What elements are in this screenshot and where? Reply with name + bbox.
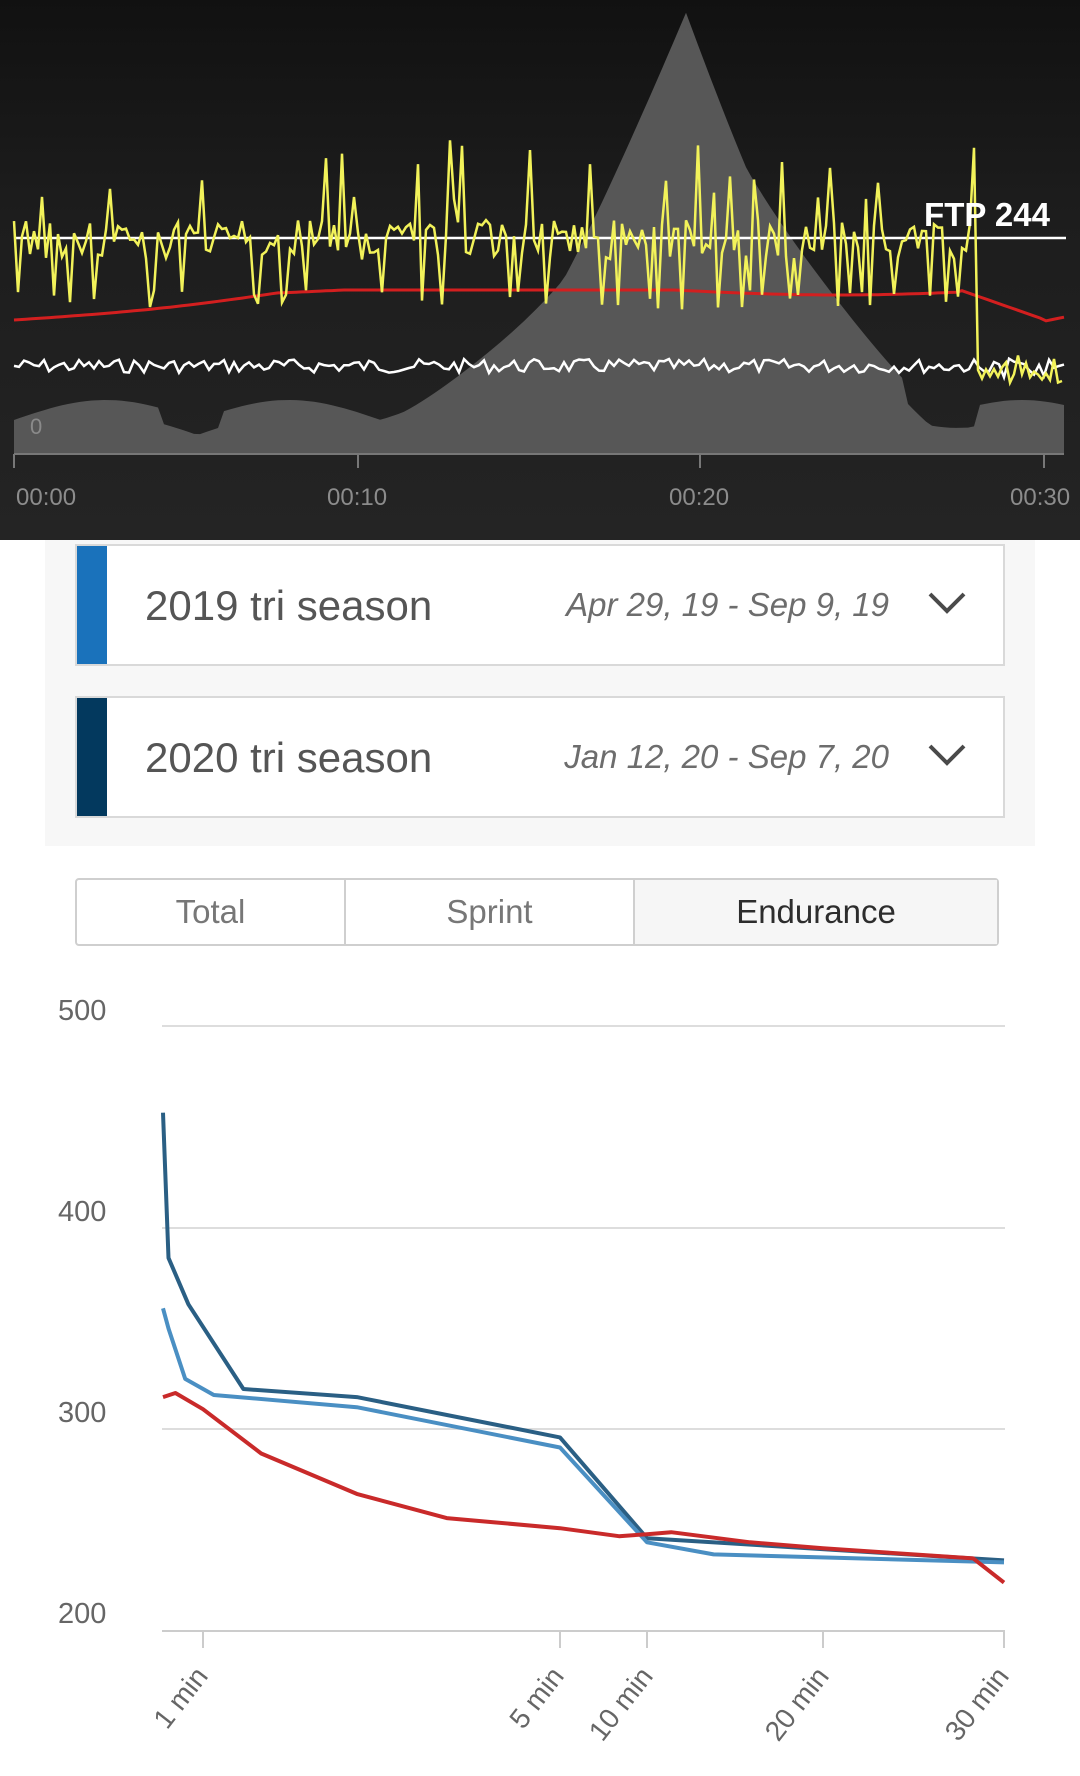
y-tick-label: 400	[58, 1196, 107, 1228]
x-tick-marks	[202, 1631, 1005, 1648]
elevation-area	[14, 12, 1064, 454]
season-color-swatch	[77, 546, 107, 664]
chevron-down-icon[interactable]	[927, 742, 967, 768]
season-color-swatch	[77, 698, 107, 816]
season-dates: Jan 12, 20 - Sep 7, 20	[564, 738, 889, 775]
y-tick-label: 500	[58, 995, 107, 1027]
season-name: 2019 tri season	[145, 582, 433, 629]
tab-total[interactable]: Total	[77, 880, 346, 944]
curve-type-tabs: Total Sprint Endurance	[75, 878, 999, 946]
tab-endurance[interactable]: Endurance	[635, 880, 997, 944]
grid-lines	[162, 1025, 1005, 1632]
ftp-label: FTP 244	[924, 196, 1050, 233]
activity-graph	[12, 12, 1066, 468]
power-curve-chart	[161, 1025, 1006, 1648]
time-tick-label: 00:10	[327, 484, 388, 511]
season-name: 2020 tri season	[145, 734, 433, 781]
power-line	[12, 140, 1063, 387]
season-selector-2020[interactable]: 2020 tri season Jan 12, 20 - Sep 7, 20	[75, 696, 1005, 818]
activity-chart: FTP 244 0 00:00 00:10 00:20 00:30	[0, 0, 1080, 540]
heart-rate-line	[13, 288, 1065, 323]
power-curve-series-1	[161, 1112, 1005, 1563]
tab-sprint[interactable]: Sprint	[346, 880, 635, 944]
cadence-line	[13, 356, 1065, 382]
zero-label: 0	[30, 414, 43, 439]
time-tick-label: 00:20	[669, 484, 730, 511]
time-tick-label: 00:30	[1010, 484, 1071, 511]
y-tick-label: 300	[58, 1397, 107, 1429]
y-tick-label: 200	[58, 1598, 107, 1630]
time-tick-label: 00:00	[16, 484, 77, 511]
curve-series	[161, 1112, 1006, 1585]
season-selector-area: 2019 tri season Apr 29, 19 - Sep 9, 19 2…	[45, 540, 1035, 846]
season-dates: Apr 29, 19 - Sep 9, 19	[566, 586, 889, 623]
power-curve-series-2	[161, 1307, 1005, 1565]
chevron-down-icon[interactable]	[927, 590, 967, 616]
power-curve-series-3	[162, 1391, 1006, 1585]
season-selector-2019[interactable]: 2019 tri season Apr 29, 19 - Sep 9, 19	[75, 544, 1005, 666]
